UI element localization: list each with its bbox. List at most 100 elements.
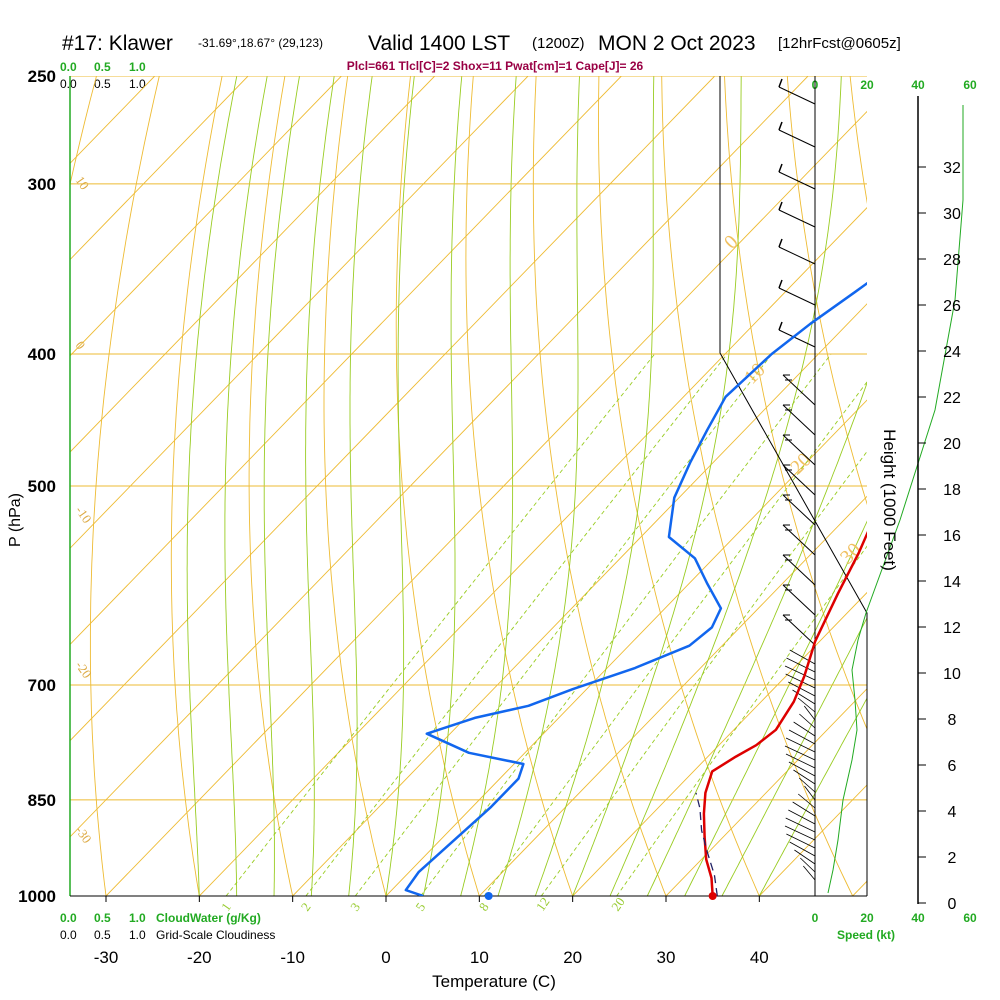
dry-adiabat-label: -10 bbox=[73, 503, 95, 526]
y-axis-title: P (hPa) bbox=[7, 493, 24, 547]
moist-adiabat bbox=[422, 76, 463, 896]
wind-barb bbox=[778, 209, 816, 228]
wind-barb-flag bbox=[778, 163, 783, 173]
moist-adiabat bbox=[534, 76, 655, 896]
parcel-line bbox=[695, 792, 718, 896]
speed-bottom-60: 60 bbox=[963, 911, 977, 925]
wind-barb bbox=[799, 713, 816, 729]
wind-barb bbox=[804, 785, 816, 801]
mixing-ratio-line bbox=[225, 353, 656, 896]
pressure-tick-label: 300 bbox=[28, 175, 56, 194]
height-tick-label: 12 bbox=[943, 620, 961, 637]
dry-adiabat bbox=[532, 76, 667, 896]
pressure-tick-label: 850 bbox=[28, 791, 56, 810]
height-tick-label: 4 bbox=[948, 804, 957, 821]
dry-adiabat bbox=[89, 76, 160, 896]
wind-barb bbox=[786, 657, 816, 673]
dry-adiabat bbox=[598, 76, 760, 896]
wind-barb bbox=[797, 697, 816, 713]
speed-top-40: 40 bbox=[911, 78, 925, 92]
cloud-bottom-green-0: 0.0 bbox=[60, 911, 77, 925]
moist-adiabat bbox=[572, 76, 742, 896]
wind-barb-flag bbox=[778, 201, 783, 211]
wind-barb bbox=[788, 809, 816, 825]
cloud-bottom-green-1: 0.5 bbox=[94, 911, 111, 925]
cloud-top-black-2: 1.0 bbox=[129, 77, 146, 91]
isotherm-line bbox=[70, 76, 436, 453]
moist-adiabat bbox=[224, 76, 268, 896]
height-tick-label: 16 bbox=[943, 528, 961, 545]
surface-temperature-marker bbox=[708, 892, 717, 900]
wind-barb bbox=[792, 689, 816, 705]
moist-adiabat bbox=[263, 76, 300, 896]
wind-barb bbox=[800, 857, 816, 873]
x-tick-label: 20 bbox=[563, 948, 582, 967]
cloud-top-black-1: 0.5 bbox=[94, 77, 111, 91]
mixing-ratio-label: 3 bbox=[347, 900, 363, 914]
wind-barb bbox=[789, 841, 816, 857]
dry-adiabat-label: 0 bbox=[73, 338, 89, 352]
height-tick-label: 32 bbox=[943, 160, 961, 177]
pressure-tick-label: 700 bbox=[28, 676, 56, 695]
height-tick-label: 8 bbox=[948, 712, 957, 729]
isotherm-line bbox=[665, 688, 867, 896]
speed-top-60: 60 bbox=[963, 78, 977, 92]
mixing-ratio-line bbox=[540, 450, 867, 896]
wind-barb bbox=[797, 793, 816, 809]
wind-barb bbox=[788, 681, 816, 697]
cloud-bottom-black-2: 1.0 bbox=[129, 928, 146, 942]
x-tick-label: -30 bbox=[94, 948, 119, 967]
wind-speed-line bbox=[827, 105, 964, 894]
height-tick-label: 26 bbox=[943, 298, 961, 315]
height-tick-label: 18 bbox=[943, 482, 961, 499]
height-tick-label: 30 bbox=[943, 206, 961, 223]
x-tick-label: 10 bbox=[470, 948, 489, 967]
wind-speed-axis: 0 20 40 60 0 20 40 60 Speed (kt) bbox=[812, 78, 977, 942]
x-tick-label: 30 bbox=[657, 948, 676, 967]
cloud-top-green-0: 0.0 bbox=[60, 60, 77, 74]
moist-adiabat bbox=[305, 76, 335, 896]
wind-barb-flag bbox=[778, 279, 783, 289]
moist-adiabat bbox=[721, 617, 867, 896]
wind-barb bbox=[789, 649, 816, 665]
wind-barb-flag bbox=[778, 321, 783, 331]
dry-adiabat-label: -20 bbox=[73, 658, 95, 681]
dry-adiabat-label: 10 bbox=[73, 173, 93, 192]
wind-barb bbox=[788, 761, 816, 777]
cloud-bottom-black-1: 0.5 bbox=[94, 928, 111, 942]
wind-barb bbox=[785, 673, 816, 689]
chart-title-coords: -31.69°,18.67° (29,123) bbox=[198, 36, 323, 50]
indices-line: Plcl=661 Tlcl[C]=2 Shox=11 Pwat[cm]=1 Ca… bbox=[347, 59, 644, 73]
isotherm-line bbox=[852, 880, 867, 896]
moist-adiabat bbox=[684, 520, 867, 896]
chart-title-date: MON 2 Oct 2023 bbox=[598, 32, 756, 55]
dry-adiabat bbox=[465, 76, 574, 896]
thermo-grid bbox=[70, 76, 867, 896]
mixing-ratio-label: 2 bbox=[298, 900, 314, 914]
dry-adiabat-label: -30 bbox=[73, 823, 95, 846]
wind-barb bbox=[803, 865, 816, 881]
wind-barb bbox=[788, 729, 816, 745]
cloud-scale-top: 0.0 0.5 1.0 0.0 0.5 1.0 bbox=[60, 60, 146, 91]
pressure-tick-label: 1000 bbox=[18, 887, 56, 906]
wind-barb bbox=[786, 833, 816, 849]
speed-top-20: 20 bbox=[860, 78, 874, 92]
wind-barb-flag bbox=[778, 121, 783, 131]
wind-barb bbox=[792, 801, 816, 817]
wind-barb bbox=[778, 329, 816, 348]
x-tick-label: -20 bbox=[187, 948, 212, 967]
moist-adiabat bbox=[348, 76, 373, 896]
wind-barb bbox=[803, 705, 816, 721]
chart-title-valid: Valid 1400 LST bbox=[368, 32, 510, 55]
mixing-ratio-label: 12 bbox=[533, 894, 553, 913]
speed-bottom-20: 20 bbox=[860, 911, 874, 925]
moist-adiabat bbox=[497, 76, 580, 896]
mixing-ratio-label: 20 bbox=[608, 894, 628, 913]
mixing-ratio-line bbox=[354, 353, 773, 896]
wind-barb bbox=[785, 817, 816, 833]
dewpoint-line bbox=[404, 281, 867, 896]
dry-adiabat bbox=[248, 76, 294, 896]
wind-barb bbox=[778, 86, 816, 105]
